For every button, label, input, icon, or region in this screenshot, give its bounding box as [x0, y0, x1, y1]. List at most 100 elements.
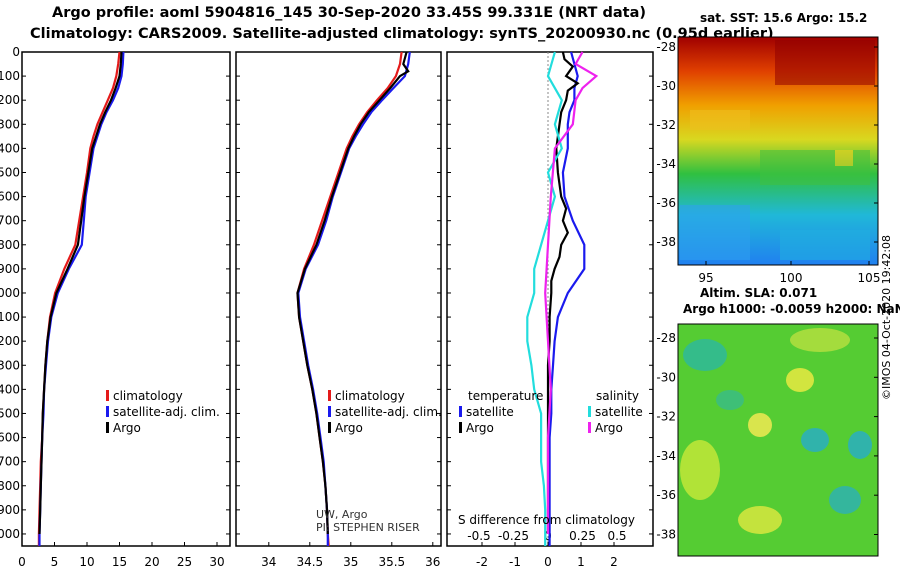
legend-salinity-title: salinity [596, 389, 639, 403]
sla-map-y-tick-label: -32 [656, 410, 676, 424]
depth-tick-label: 1700 [0, 455, 20, 469]
pi-credit: PI: STEPHEN RISER [316, 521, 420, 534]
sal-tick-label: 34 [261, 555, 276, 569]
depth-tick-label: 1600 [0, 431, 20, 445]
depth-tick-label: 2000 [0, 527, 20, 541]
salinity-legend: climatology satellite-adj. clim. Argo [328, 389, 442, 435]
difference-axis-label: S difference from climatology [458, 513, 635, 527]
legend-swatch-sal-argo [588, 422, 591, 433]
temp-tick-label: 20 [144, 555, 159, 569]
legend-satellite-label: satellite-adj. clim. [335, 405, 442, 419]
depth-tick-label: 400 [0, 141, 20, 155]
legend-climatology-label: climatology [335, 389, 405, 403]
legend-temp-argo-label: Argo [466, 421, 494, 435]
sst-map-y-ticks: -28 -30 -32 -34 -36 -38 [656, 40, 878, 249]
temp-tick-label: 5 [51, 555, 59, 569]
legend-swatch-satellite [106, 406, 109, 417]
diff-temp-argo-line [546, 51, 580, 534]
legend-argo-label: Argo [113, 421, 141, 435]
depth-tick-label: 700 [0, 214, 20, 228]
title-line-1: Argo profile: aoml 5904816_145 30-Sep-20… [52, 5, 646, 21]
legend-swatch-temp-satellite [459, 406, 462, 417]
sst-map-title: sat. SST: 15.6 Argo: 15.2 [700, 11, 867, 25]
diff-temp-tick-label: -2 [476, 555, 488, 569]
difference-legend: temperature satellite Argo salinity sate… [459, 389, 643, 435]
sst-map-x-tick-label: 105 [858, 271, 881, 285]
depth-tick-label: 800 [0, 238, 20, 252]
profile-lines [37, 51, 599, 547]
diff-temp-tick-label: -1 [509, 555, 521, 569]
diff-sal-tick-label: -0.5 [467, 529, 490, 543]
sst-map-y-tick-label: -34 [656, 157, 676, 171]
sla-map-y-tick-label: -34 [656, 449, 676, 463]
diff-sal-argo-line [544, 51, 599, 534]
legend-swatch-satellite [328, 406, 331, 417]
diff-sal-tick-label: -0.25 [498, 529, 529, 543]
sal-tick-label: 35 [343, 555, 358, 569]
depth-tick-label: 0 [12, 45, 20, 59]
diff-sal-tick-label: 0.5 [607, 529, 626, 543]
sla-map-y-tick-label: -36 [656, 488, 676, 502]
legend-climatology-label: climatology [113, 389, 183, 403]
sla-map-title-2: Argo h1000: -0.0059 h2000: NaN [683, 302, 900, 316]
depth-tick-label: 1100 [0, 310, 20, 324]
depth-tick-label: 1300 [0, 358, 20, 372]
depth-tick-label: 1400 [0, 382, 20, 396]
temp-tick-label: 25 [177, 555, 192, 569]
depth-tick-label: 200 [0, 93, 20, 107]
diff-temp-tick-label: 2 [610, 555, 618, 569]
depth-tick-label: 900 [0, 262, 20, 276]
depth-axis: 0 100 200 300 400 500 600 700 800 900 1000 1100 1200… [0, 45, 653, 541]
temp-tick-label: 15 [112, 555, 127, 569]
title-line-2: Climatology: CARS2009. Satellite-adjuste… [30, 26, 774, 42]
depth-tick-label: 1900 [0, 503, 20, 517]
sal-tick-label: 35.5 [378, 555, 405, 569]
sst-map-texture [680, 40, 875, 260]
sal-tick-label: 34.5 [296, 555, 323, 569]
legend-swatch-argo [106, 422, 109, 433]
source-credit: UW, Argo [316, 508, 368, 521]
sla-map-y-tick-label: -38 [656, 528, 676, 542]
legend-satellite-label: satellite-adj. clim. [113, 405, 220, 419]
sla-map-title-1: Altim. SLA: 0.071 [700, 286, 817, 300]
diff-sal-tick-label: 0.25 [569, 529, 596, 543]
temp-tick-label: 30 [209, 555, 224, 569]
legend-temperature-title: temperature [468, 389, 543, 403]
legend-sal-argo-label: Argo [595, 421, 623, 435]
diff-sal-tick-label: 0 [544, 529, 552, 543]
diff-temp-tick-label: 0 [544, 555, 552, 569]
depth-tick-label: 1000 [0, 286, 20, 300]
sla-map-y-ticks: -28 -30 -32 -34 -36 -38 [656, 331, 878, 542]
diff-temp-tick-label: 1 [577, 555, 585, 569]
depth-tick-label: 300 [0, 117, 20, 131]
sst-map-y-tick-label: -32 [656, 118, 676, 132]
diff-temp-satellite-line [548, 51, 586, 546]
sst-map-x-ticks: 95 100 105 [698, 261, 880, 285]
legend-swatch-climatology [328, 390, 331, 401]
depth-tick-label: 600 [0, 190, 20, 204]
legend-swatch-climatology [106, 390, 109, 401]
legend-argo-label: Argo [335, 421, 363, 435]
legend-swatch-argo [328, 422, 331, 433]
sst-map-y-tick-label: -36 [656, 196, 676, 210]
imos-stamp: ©IMOS 04-Oct-2020 19:42:08 [880, 234, 893, 400]
temp-tick-label: 0 [18, 555, 26, 569]
sal-argo-line [296, 51, 410, 535]
salinity-panel [235, 51, 442, 547]
temp-argo-line [38, 51, 123, 535]
diff-sal-satellite-line [526, 51, 563, 546]
sst-map-y-tick-label: -38 [656, 235, 676, 249]
sla-map-texture [680, 328, 872, 534]
legend-swatch-temp-argo [459, 422, 462, 433]
sst-map-y-tick-label: -30 [656, 79, 676, 93]
depth-tick-label: 100 [0, 69, 20, 83]
depth-tick-label: 500 [0, 165, 20, 179]
depth-tick-label: 1500 [0, 406, 20, 420]
depth-tick-label: 1800 [0, 479, 20, 493]
sst-map-y-tick-label: -28 [656, 40, 676, 54]
temp-tick-label: 10 [79, 555, 94, 569]
legend-sal-satellite-label: satellite [595, 405, 643, 419]
sla-map-y-tick-label: -30 [656, 370, 676, 384]
sla-map-y-tick-label: -28 [656, 331, 676, 345]
